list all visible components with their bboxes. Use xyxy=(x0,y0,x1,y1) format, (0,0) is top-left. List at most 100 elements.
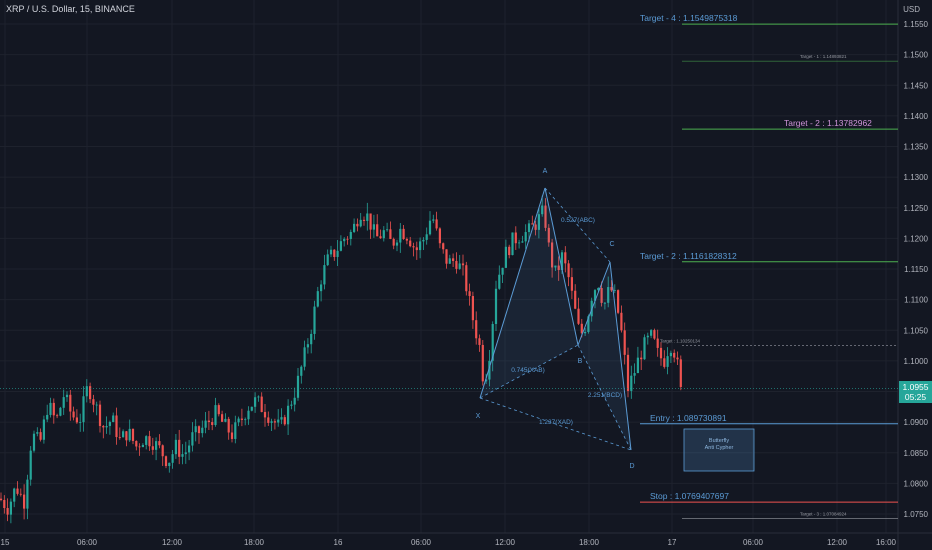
pattern-note-box xyxy=(683,428,755,472)
candle-body xyxy=(214,405,217,425)
candle-body xyxy=(485,379,488,382)
candle-body xyxy=(353,223,356,232)
candle-body xyxy=(191,432,194,446)
candle-body xyxy=(465,265,468,292)
candle-body xyxy=(75,417,78,423)
candle-body xyxy=(29,450,32,480)
candle-body xyxy=(560,252,564,271)
candle-body xyxy=(247,410,250,420)
candle-body xyxy=(379,236,382,239)
candle-body xyxy=(16,488,19,494)
candle-body xyxy=(155,441,158,450)
candle-body xyxy=(227,418,230,433)
pattern-leg xyxy=(577,261,611,346)
y-tick-label: 1.1200 xyxy=(904,234,929,243)
last-price-countdown: 05:25 xyxy=(904,392,927,402)
pattern-ratio-line xyxy=(544,187,611,263)
candle-body xyxy=(666,356,669,367)
candle-body xyxy=(194,426,197,433)
candle-body xyxy=(69,394,72,412)
candle-body xyxy=(244,419,247,421)
candle-body xyxy=(600,288,603,303)
candle-body xyxy=(108,422,111,427)
candle-body xyxy=(82,396,85,423)
x-tick-label: 18:00 xyxy=(579,538,600,547)
pattern-ratio-line xyxy=(577,344,632,451)
x-tick-label: 12:00 xyxy=(495,538,516,547)
candle-body xyxy=(395,242,399,246)
candle-body xyxy=(620,312,623,331)
candle-body xyxy=(386,229,389,231)
pattern-point-label: B xyxy=(578,358,583,365)
candle-body xyxy=(570,277,573,291)
pattern-leg xyxy=(479,187,546,399)
candle-body xyxy=(79,422,82,423)
pattern-ratio-line xyxy=(479,344,579,399)
candle-body xyxy=(481,344,484,382)
candle-body xyxy=(531,223,534,225)
candle-body xyxy=(46,414,49,420)
candle-body xyxy=(633,373,636,376)
candle-body xyxy=(254,397,257,407)
candle-body xyxy=(673,352,676,358)
candle-body xyxy=(630,375,633,391)
candle-body xyxy=(511,232,514,256)
candle-body xyxy=(171,454,174,463)
y-tick-label: 1.1400 xyxy=(904,112,929,121)
candle-body xyxy=(640,357,643,360)
candle-body xyxy=(501,267,504,275)
candle-body xyxy=(425,234,428,240)
candle-body xyxy=(392,238,395,246)
candle-body xyxy=(221,414,224,422)
pattern-ratio-label: 2.251(BCD) xyxy=(588,392,622,399)
candle-body xyxy=(6,508,9,515)
candle-body xyxy=(527,223,531,233)
candle-body xyxy=(669,352,672,357)
candle-body xyxy=(643,337,646,360)
candle-body xyxy=(19,493,22,495)
candle-body xyxy=(323,265,326,285)
candle-body xyxy=(376,224,379,237)
candle-body xyxy=(508,246,511,256)
candle-body xyxy=(610,287,613,291)
candle-body xyxy=(102,425,105,428)
candle-body xyxy=(204,420,207,428)
candle-body xyxy=(349,231,352,239)
grid xyxy=(0,0,898,533)
x-tick-label: 16:00 xyxy=(876,538,897,547)
level-label: Stop : 1.0769407697 xyxy=(650,491,729,501)
candle-body xyxy=(283,417,286,425)
candle-body xyxy=(518,242,521,244)
candle-body xyxy=(366,213,369,221)
candle-body xyxy=(613,290,616,291)
x-tick-label: 15 xyxy=(1,538,10,547)
candle-body xyxy=(112,415,115,423)
candle-body xyxy=(504,246,507,268)
y-tick-label: 1.1000 xyxy=(904,357,929,366)
candle-body xyxy=(567,263,570,278)
candle-body xyxy=(260,396,263,412)
candle-body xyxy=(125,431,128,441)
y-tick-label: 1.1300 xyxy=(904,173,929,182)
candle-body xyxy=(145,436,148,445)
candle-body xyxy=(597,288,600,291)
candle-body xyxy=(118,437,121,438)
level-label: Target - 3 : 1.07084924 xyxy=(800,511,847,516)
candle-body xyxy=(551,242,554,268)
candle-body xyxy=(659,347,663,359)
candle-body xyxy=(296,375,300,398)
x-tick-label: 16 xyxy=(334,538,343,547)
candle-body xyxy=(587,316,590,332)
candle-body xyxy=(105,426,108,428)
candle-body xyxy=(92,399,95,405)
candle-body xyxy=(580,323,583,334)
candle-body xyxy=(201,427,204,434)
candle-body xyxy=(13,488,16,502)
candle-body xyxy=(491,324,494,361)
candle-body xyxy=(554,265,557,268)
candle-body xyxy=(607,287,610,303)
candle-body xyxy=(293,397,296,405)
candle-body xyxy=(679,359,682,387)
candle-body xyxy=(636,357,639,374)
